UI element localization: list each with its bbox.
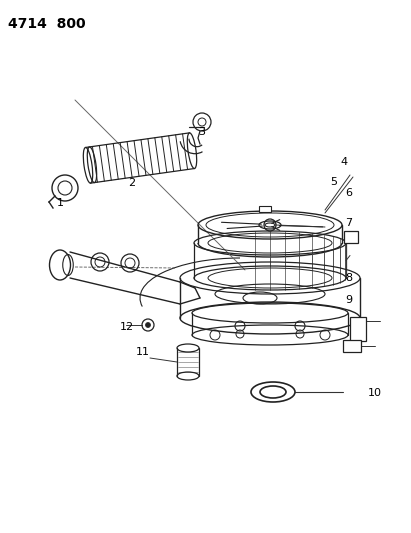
- Text: 4: 4: [340, 157, 347, 167]
- Text: 11: 11: [136, 347, 150, 357]
- Text: 6: 6: [345, 188, 352, 198]
- Text: 10: 10: [368, 388, 382, 398]
- Text: 1: 1: [57, 198, 64, 208]
- Text: 2: 2: [128, 178, 135, 188]
- Bar: [344, 231, 358, 243]
- Bar: [343, 340, 361, 352]
- Text: 12: 12: [120, 322, 134, 332]
- Text: 3: 3: [198, 127, 205, 137]
- Text: 5: 5: [330, 177, 337, 187]
- Circle shape: [145, 322, 150, 327]
- Text: 4714  800: 4714 800: [8, 17, 85, 31]
- Bar: [259, 206, 271, 212]
- Text: 9: 9: [345, 295, 352, 305]
- Text: 8: 8: [345, 273, 352, 283]
- Bar: [350, 317, 366, 341]
- Text: 7: 7: [345, 218, 352, 228]
